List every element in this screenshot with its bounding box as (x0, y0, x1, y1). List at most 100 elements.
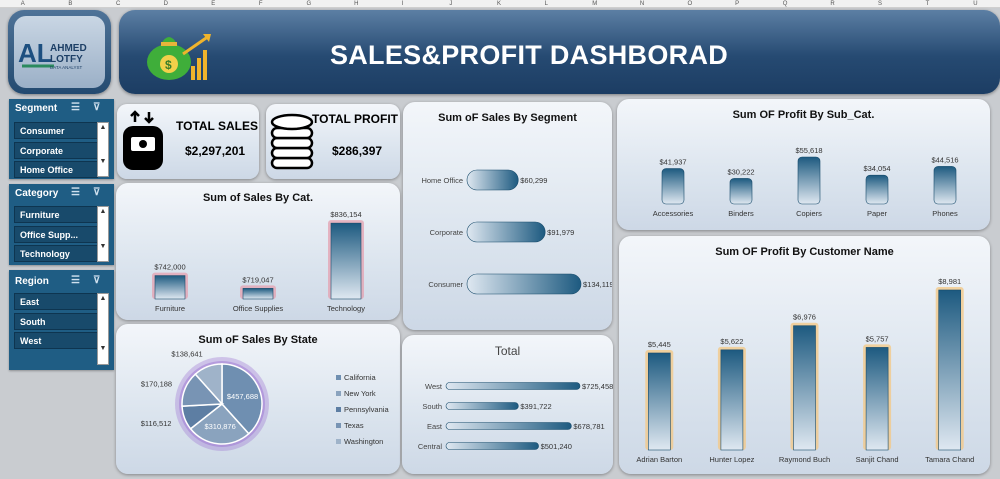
chart-title: Sum of Sales By Cat. (202, 192, 314, 204)
data-label: $836,154 (330, 210, 361, 219)
column-letter[interactable]: T (925, 1, 930, 7)
bar (445, 402, 519, 410)
column-letter[interactable]: L (544, 1, 548, 7)
legend-entry: New York (344, 389, 376, 398)
category-label: Tamara Chand (925, 455, 974, 464)
brand-mark-icon: AL AHMED LOTFY DATA ANALYST (18, 38, 87, 70)
column-letter[interactable]: O (687, 1, 693, 7)
region-slicer-header: Region ☰ ⊽ (9, 270, 114, 288)
pie-slice (189, 402, 250, 445)
column-letter[interactable]: D (163, 1, 168, 7)
data-label: $6,976 (793, 313, 816, 322)
chart-title: Sum OF Profit By Customer Name (715, 246, 894, 258)
chart-title: Sum oF Sales By Segment (438, 112, 577, 124)
bar (793, 325, 816, 451)
slicer-item-office-supplies[interactable]: Office Supp... (14, 226, 98, 243)
bar (445, 442, 539, 450)
data-label: $501,240 (541, 442, 572, 451)
slicer-item-corporate[interactable]: Corporate (14, 142, 98, 159)
pie-slice (194, 363, 223, 406)
category-label: Central (418, 442, 443, 451)
data-label: $44,516 (931, 155, 958, 164)
category-slicer[interactable]: Category ☰ ⊽ Furniture Office Supp... Te… (9, 184, 114, 265)
profit-by-customer-chart: Sum OF Profit By Customer Name $5,445 Adr… (619, 236, 990, 474)
legend-marker (336, 375, 341, 380)
segment-slicer-title: Segment (15, 103, 58, 114)
category-scrollbar[interactable]: ▲ ▼ (97, 206, 109, 262)
data-label: $134,119 (583, 280, 612, 289)
column-letter[interactable]: P (735, 1, 740, 7)
column-letter[interactable]: G (306, 1, 312, 7)
bar (865, 174, 889, 205)
data-label: $5,757 (866, 334, 889, 343)
segment-slicer-header: Segment ☰ ⊽ (9, 99, 114, 117)
bar (729, 178, 753, 205)
bar (445, 422, 572, 430)
legend-entry: Texas (344, 421, 364, 430)
category-label: Corporate (430, 228, 463, 237)
bar (242, 288, 274, 300)
money-bag-chart-icon: $ (147, 34, 211, 80)
category-label: East (427, 422, 443, 431)
category-label: West (425, 382, 443, 391)
region-scrollbar[interactable]: ▲ ▼ (97, 293, 109, 365)
column-letter[interactable]: C (116, 1, 121, 7)
column-letter[interactable]: A (20, 1, 25, 7)
multi-select-icon[interactable]: ☰ (71, 275, 80, 286)
clear-filter-icon[interactable]: ⊽ (93, 275, 101, 286)
brand-logo: AL AHMED LOTFY DATA ANALYST (8, 10, 111, 94)
svg-text:AL: AL (18, 38, 53, 68)
legend-marker (336, 407, 341, 412)
bar (154, 275, 186, 300)
data-label: $91,979 (547, 228, 574, 237)
legend-entry: Washington (344, 437, 383, 446)
column-letter[interactable]: N (639, 1, 645, 7)
svg-text:$: $ (165, 58, 172, 72)
bar (466, 221, 546, 243)
clear-filter-icon[interactable]: ⊽ (93, 187, 101, 198)
region-slicer-title: Region (15, 276, 49, 287)
data-label: $8,981 (938, 277, 961, 286)
column-letter[interactable]: Q (782, 1, 788, 7)
data-label: $457,688 (227, 392, 258, 401)
column-letter[interactable]: U (973, 1, 978, 7)
column-letter[interactable]: E (211, 1, 216, 7)
multi-select-icon[interactable]: ☰ (71, 187, 80, 198)
column-letter[interactable]: F (258, 1, 263, 7)
category-label: Accessories (653, 209, 694, 218)
slicer-item-consumer[interactable]: Consumer (14, 122, 98, 139)
legend-marker (336, 391, 341, 396)
data-label: $678,781 (573, 422, 604, 431)
column-letter[interactable]: S (877, 1, 882, 7)
bar (797, 156, 821, 205)
column-letter[interactable]: I (401, 1, 404, 7)
column-letter[interactable]: B (68, 1, 73, 7)
total-sales-card: TOTAL SALES $2,297,201 (117, 104, 259, 179)
column-header-strip: A B C D E F G H I J K L M N O P Q R S T U (0, 0, 1000, 8)
slicer-item-technology[interactable]: Technology (14, 245, 98, 262)
data-label: $170,188 (141, 379, 172, 388)
bar (445, 382, 581, 390)
multi-select-icon[interactable]: ☰ (71, 102, 80, 113)
dashboard-title: SALES&PROFIT DASHBORAD (329, 40, 729, 70)
data-label: $30,222 (727, 167, 754, 176)
slicer-item-home-office[interactable]: Home Office (14, 161, 98, 178)
column-letter[interactable]: M (592, 1, 598, 7)
column-letter[interactable]: J (449, 1, 453, 7)
category-label: South (422, 402, 442, 411)
column-letter[interactable]: K (497, 1, 502, 7)
region-slicer[interactable]: Region ☰ ⊽ East South West ▲ ▼ (9, 270, 114, 370)
segment-scrollbar[interactable]: ▲ ▼ (97, 122, 109, 177)
column-letter[interactable]: R (830, 1, 835, 7)
clear-filter-icon[interactable]: ⊽ (93, 102, 101, 113)
total-profit-label: TOTAL PROFIT (312, 112, 398, 126)
chart-title: Sum OF Profit By Sub_Cat. (732, 109, 875, 121)
segment-slicer[interactable]: Segment ☰ ⊽ Consumer Corporate Home Offi… (9, 99, 114, 179)
sales-by-segment-chart: Sum oF Sales By Segment Home Office $60,2… (403, 102, 612, 330)
column-letter[interactable]: H (354, 1, 359, 7)
slicer-item-south[interactable]: South (14, 313, 98, 330)
category-label: Sanjit Chand (856, 455, 899, 464)
slicer-item-east[interactable]: East (14, 293, 98, 310)
slicer-item-furniture[interactable]: Furniture (14, 206, 98, 223)
slicer-item-west[interactable]: West (14, 332, 98, 349)
